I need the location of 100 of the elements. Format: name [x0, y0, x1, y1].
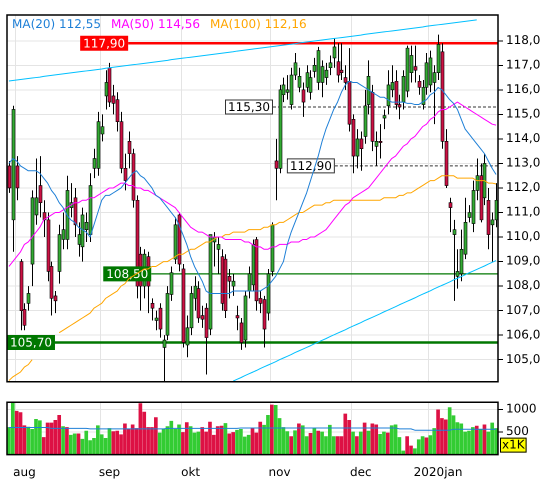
ref-line-label: 117,90: [83, 36, 126, 50]
bar: [200, 427, 204, 455]
bar: [258, 422, 262, 455]
bar: [289, 436, 293, 455]
bar: [320, 432, 324, 455]
bar: [111, 431, 116, 455]
x-tick-label: nov: [268, 464, 291, 479]
y-tick-label: 112,0: [506, 180, 540, 194]
bar: [84, 430, 88, 455]
y-tick-label: 500: [506, 424, 529, 438]
bar: [177, 424, 181, 455]
bar: [374, 424, 378, 455]
candlestick: [448, 197, 452, 233]
bar: [169, 420, 174, 455]
bar: [138, 403, 142, 455]
bar: [362, 422, 366, 455]
y-tick-label: 109,0: [506, 254, 540, 268]
bar: [390, 425, 394, 455]
bar: [227, 433, 232, 455]
y-tick-label: 116,0: [506, 82, 540, 96]
bar: [405, 436, 409, 455]
y-tick-label: 114,0: [506, 131, 540, 146]
bar: [366, 430, 370, 455]
bar: [34, 419, 38, 455]
bar: [316, 430, 320, 455]
bar: [46, 422, 50, 455]
bar: [239, 428, 243, 455]
bar: [108, 428, 112, 455]
bar: [50, 422, 54, 455]
bar: [274, 405, 278, 455]
bar: [72, 433, 76, 455]
bar: [416, 439, 421, 455]
bar: [386, 432, 390, 455]
bar: [420, 436, 424, 455]
bar: [336, 436, 340, 455]
bar: [38, 420, 42, 455]
candlestick: [336, 42, 340, 83]
x-tick-label: sep: [98, 464, 120, 479]
ref-line-label: 105,70: [10, 336, 52, 350]
bar: [130, 424, 134, 455]
bar: [370, 424, 374, 455]
y-tick-label: 108,0: [506, 278, 540, 292]
candlestick: [386, 70, 390, 115]
y-tick-label: 105,0: [506, 352, 540, 366]
bar: [162, 428, 166, 455]
candlestick: [232, 273, 236, 296]
text: MA(50) 114,56: [111, 17, 200, 32]
x-tick-label: 2020jan: [414, 464, 462, 479]
bar: [471, 427, 475, 455]
bar: [76, 433, 80, 455]
bar: [18, 412, 22, 455]
bar: [467, 430, 471, 455]
x-tick-label: okt: [181, 464, 200, 479]
candlestick: [158, 302, 162, 338]
bar: [285, 431, 290, 455]
bar: [61, 426, 65, 455]
bar: [300, 425, 305, 455]
bar: [123, 424, 127, 455]
bar: [158, 432, 162, 455]
bar: [208, 422, 212, 455]
bar: [231, 432, 235, 455]
text: x1K: [502, 438, 526, 452]
y-tick-label: 1000: [506, 402, 537, 416]
bar: [444, 419, 448, 455]
y-tick-label: 111,0: [506, 204, 540, 219]
bar: [14, 410, 18, 455]
bar: [10, 402, 15, 455]
bar: [246, 434, 250, 455]
bar: [297, 424, 301, 455]
bar: [154, 417, 158, 455]
bar: [378, 434, 382, 455]
bar: [115, 430, 120, 455]
ref-line-label: 115,30: [228, 100, 270, 114]
y-tick-label: 110,0: [506, 229, 540, 244]
text: MA(100) 112,16: [210, 17, 307, 32]
bar: [478, 428, 482, 455]
bar: [224, 423, 228, 455]
x-tick-label: dec: [350, 464, 372, 479]
bar: [382, 432, 386, 455]
bar: [351, 432, 355, 455]
x-tick-label: aug: [13, 464, 36, 479]
candlestick: [378, 124, 382, 160]
bar: [358, 432, 363, 455]
bar: [68, 434, 73, 455]
bar: [459, 424, 464, 455]
y-tick-label: 118,0: [506, 32, 540, 47]
bar: [184, 422, 189, 455]
bar: [343, 414, 348, 455]
bar: [270, 404, 274, 455]
bar: [394, 424, 398, 455]
bar: [96, 425, 100, 455]
bar: [235, 430, 239, 455]
bar: [220, 426, 224, 455]
bar: [196, 432, 200, 455]
text: MA(20) 112,55: [12, 17, 101, 32]
bar: [436, 410, 440, 455]
bar: [312, 428, 316, 455]
bar: [308, 433, 312, 455]
bar: [355, 436, 359, 455]
bar: [266, 414, 270, 455]
